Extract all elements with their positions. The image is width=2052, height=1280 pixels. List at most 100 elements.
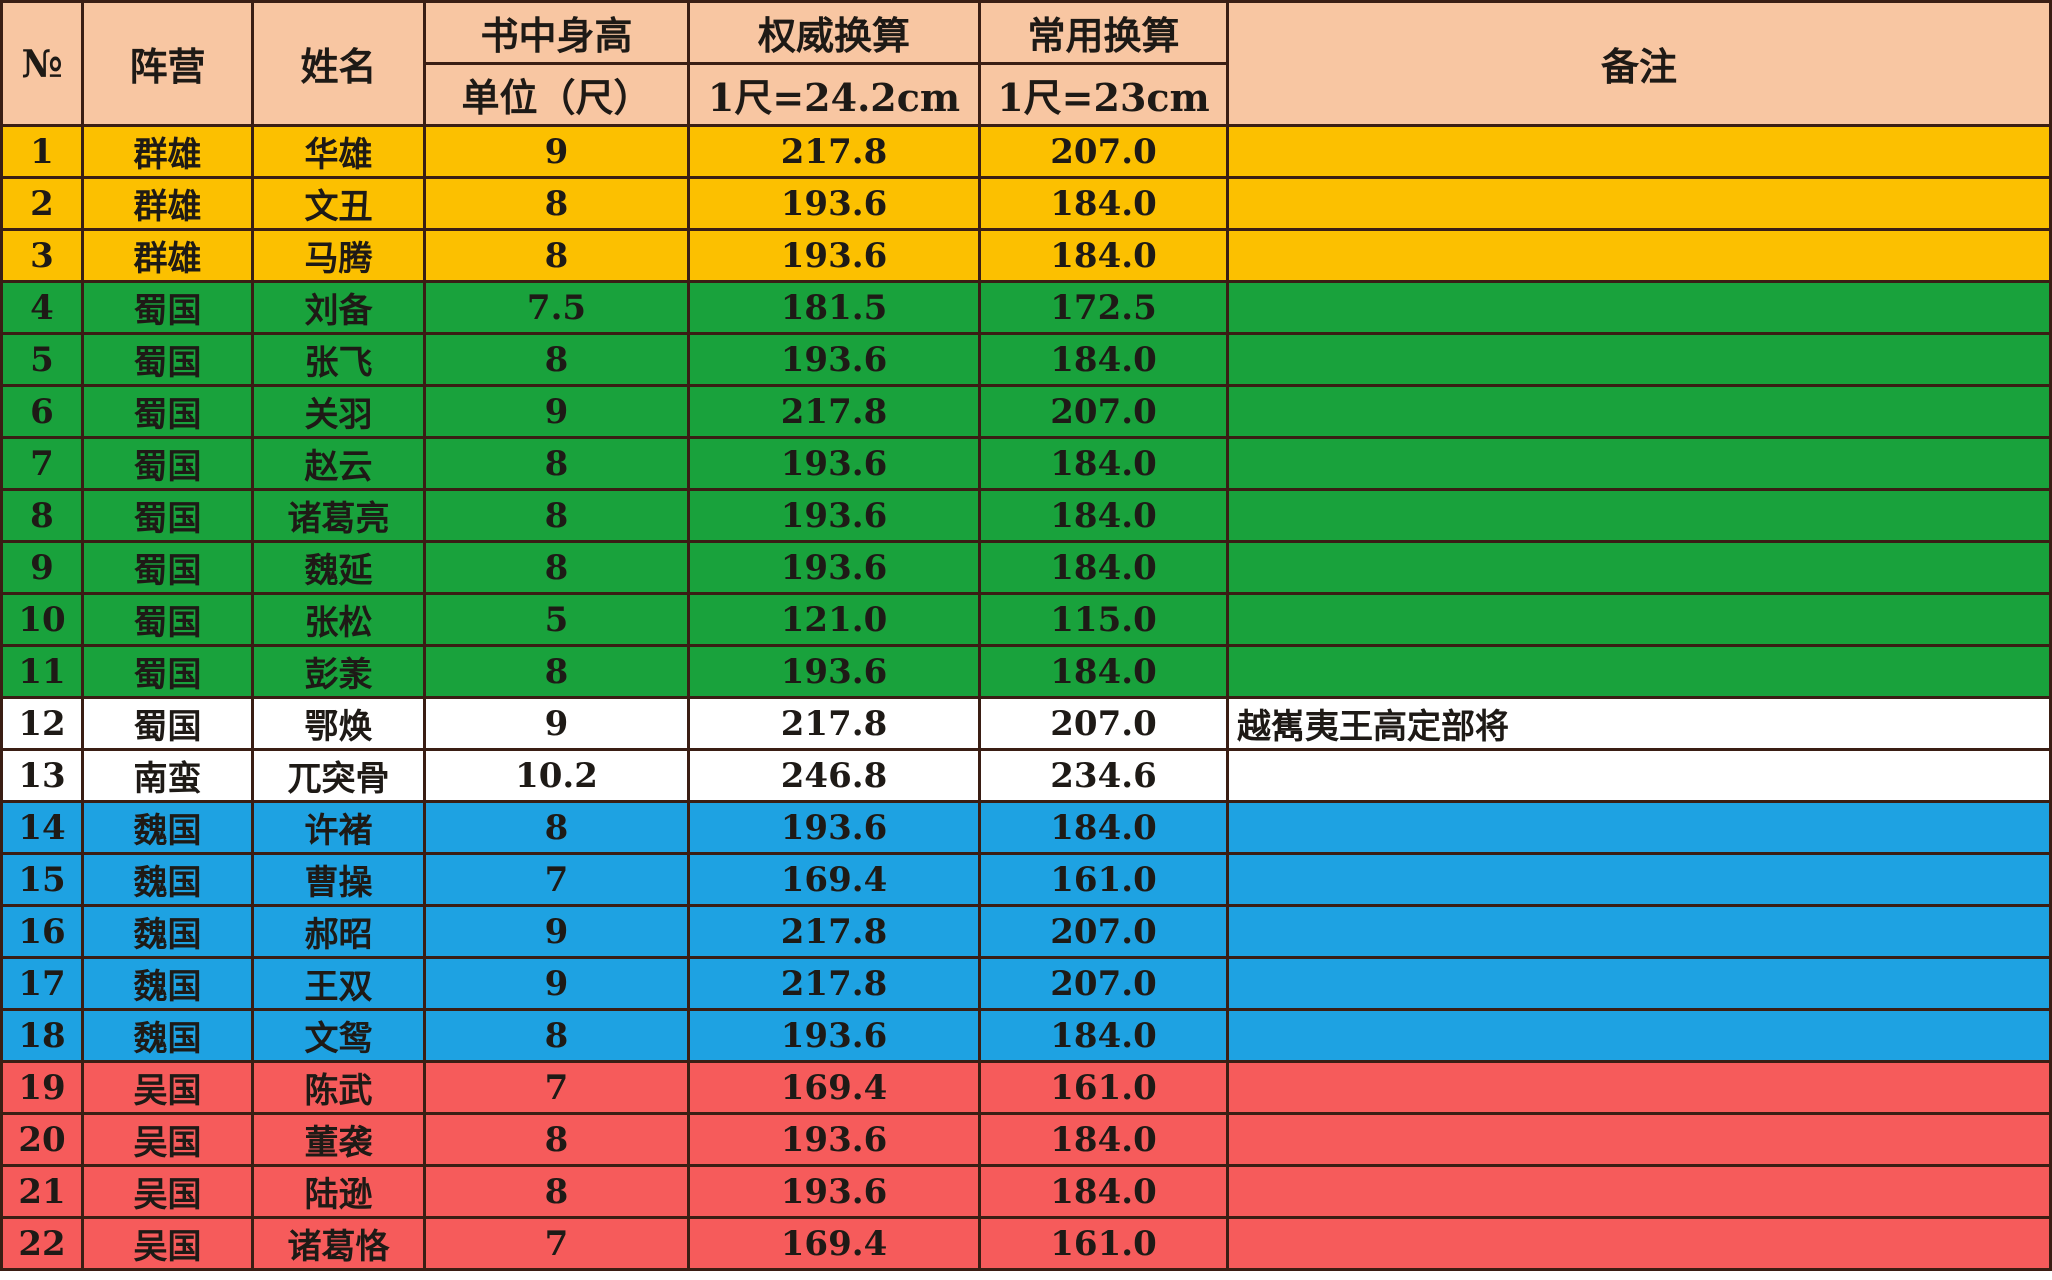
cell-chi: 7 bbox=[423, 852, 690, 907]
cell-no: 21 bbox=[0, 1164, 84, 1219]
cell-chi: 8 bbox=[423, 176, 690, 231]
cell-note bbox=[1226, 1060, 2052, 1115]
cell-chi: 8 bbox=[423, 540, 690, 595]
cell-chi: 7 bbox=[423, 1060, 690, 1115]
cell-note bbox=[1226, 956, 2052, 1011]
cell-no: 16 bbox=[0, 904, 84, 959]
cell-note bbox=[1226, 176, 2052, 231]
cell-camp: 南蛮 bbox=[81, 748, 254, 803]
cell-chi: 9 bbox=[423, 696, 690, 751]
cell-no: 12 bbox=[0, 696, 84, 751]
cell-camp: 吴国 bbox=[81, 1216, 254, 1271]
table-row: 15 魏国 曹操 7 169.4 161.0 bbox=[0, 852, 2052, 907]
header-camp: 阵营 bbox=[81, 0, 254, 127]
cell-name: 鄂焕 bbox=[251, 696, 426, 751]
table-row: 5 蜀国 张飞 8 193.6 184.0 bbox=[0, 332, 2052, 387]
cell-chi: 8 bbox=[423, 644, 690, 699]
header-note: 备注 bbox=[1226, 0, 2052, 127]
cell-common: 184.0 bbox=[978, 540, 1229, 595]
cell-auth: 193.6 bbox=[687, 540, 981, 595]
cell-auth: 169.4 bbox=[687, 1216, 981, 1271]
header-auth-unit: 1尺=24.2cm bbox=[687, 62, 981, 127]
table-row: 16 魏国 郝昭 9 217.8 207.0 bbox=[0, 904, 2052, 959]
cell-no: 9 bbox=[0, 540, 84, 595]
cell-auth: 181.5 bbox=[687, 280, 981, 335]
cell-camp: 蜀国 bbox=[81, 696, 254, 751]
cell-camp: 蜀国 bbox=[81, 436, 254, 491]
cell-common: 184.0 bbox=[978, 800, 1229, 855]
table-row: 13 南蛮 兀突骨 10.2 246.8 234.6 bbox=[0, 748, 2052, 803]
table-row: 20 吴国 董袭 8 193.6 184.0 bbox=[0, 1112, 2052, 1167]
cell-auth: 217.8 bbox=[687, 956, 981, 1011]
cell-auth: 217.8 bbox=[687, 384, 981, 439]
cell-chi: 7 bbox=[423, 1216, 690, 1271]
cell-name: 诸葛恪 bbox=[251, 1216, 426, 1271]
cell-no: 2 bbox=[0, 176, 84, 231]
cell-chi: 8 bbox=[423, 488, 690, 543]
cell-auth: 169.4 bbox=[687, 1060, 981, 1115]
header-common: 常用换算 bbox=[978, 0, 1229, 65]
cell-note bbox=[1226, 280, 2052, 335]
cell-no: 1 bbox=[0, 124, 84, 179]
table-row: 18 魏国 文鸳 8 193.6 184.0 bbox=[0, 1008, 2052, 1063]
cell-name: 张松 bbox=[251, 592, 426, 647]
cell-no: 6 bbox=[0, 384, 84, 439]
cell-auth: 193.6 bbox=[687, 228, 981, 283]
table-row: 2 群雄 文丑 8 193.6 184.0 bbox=[0, 176, 2052, 231]
header-height-book: 书中身高 bbox=[423, 0, 690, 65]
cell-no: 4 bbox=[0, 280, 84, 335]
cell-name: 郝昭 bbox=[251, 904, 426, 959]
cell-camp: 蜀国 bbox=[81, 592, 254, 647]
table-row: 12 蜀国 鄂焕 9 217.8 207.0 越嶲夷王高定部将 bbox=[0, 696, 2052, 751]
cell-camp: 魏国 bbox=[81, 904, 254, 959]
cell-name: 曹操 bbox=[251, 852, 426, 907]
cell-name: 文丑 bbox=[251, 176, 426, 231]
cell-common: 234.6 bbox=[978, 748, 1229, 803]
cell-note: 越嶲夷王高定部将 bbox=[1226, 696, 2052, 751]
header-common-unit: 1尺=23cm bbox=[978, 62, 1229, 127]
cell-auth: 193.6 bbox=[687, 1008, 981, 1063]
table-row: 3 群雄 马腾 8 193.6 184.0 bbox=[0, 228, 2052, 283]
cell-camp: 蜀国 bbox=[81, 384, 254, 439]
cell-note bbox=[1226, 436, 2052, 491]
cell-chi: 8 bbox=[423, 1164, 690, 1219]
cell-no: 8 bbox=[0, 488, 84, 543]
cell-common: 184.0 bbox=[978, 1164, 1229, 1219]
cell-auth: 193.6 bbox=[687, 488, 981, 543]
cell-common: 184.0 bbox=[978, 488, 1229, 543]
cell-camp: 群雄 bbox=[81, 228, 254, 283]
table-row: 21 吴国 陆逊 8 193.6 184.0 bbox=[0, 1164, 2052, 1219]
cell-camp: 蜀国 bbox=[81, 332, 254, 387]
cell-camp: 吴国 bbox=[81, 1112, 254, 1167]
cell-note bbox=[1226, 384, 2052, 439]
table-row: 11 蜀国 彭羕 8 193.6 184.0 bbox=[0, 644, 2052, 699]
cell-no: 18 bbox=[0, 1008, 84, 1063]
cell-name: 陈武 bbox=[251, 1060, 426, 1115]
cell-auth: 193.6 bbox=[687, 644, 981, 699]
cell-note bbox=[1226, 540, 2052, 595]
cell-note bbox=[1226, 1164, 2052, 1219]
cell-chi: 8 bbox=[423, 800, 690, 855]
cell-camp: 吴国 bbox=[81, 1060, 254, 1115]
cell-note bbox=[1226, 644, 2052, 699]
cell-chi: 8 bbox=[423, 332, 690, 387]
cell-no: 10 bbox=[0, 592, 84, 647]
cell-name: 王双 bbox=[251, 956, 426, 1011]
cell-no: 17 bbox=[0, 956, 84, 1011]
cell-note bbox=[1226, 332, 2052, 387]
cell-name: 关羽 bbox=[251, 384, 426, 439]
cell-camp: 群雄 bbox=[81, 124, 254, 179]
cell-chi: 7.5 bbox=[423, 280, 690, 335]
cell-note bbox=[1226, 124, 2052, 179]
cell-camp: 群雄 bbox=[81, 176, 254, 231]
cell-name: 文鸳 bbox=[251, 1008, 426, 1063]
cell-common: 115.0 bbox=[978, 592, 1229, 647]
cell-common: 161.0 bbox=[978, 852, 1229, 907]
cell-auth: 169.4 bbox=[687, 852, 981, 907]
cell-auth: 217.8 bbox=[687, 124, 981, 179]
cell-auth: 193.6 bbox=[687, 176, 981, 231]
cell-note bbox=[1226, 1008, 2052, 1063]
cell-camp: 魏国 bbox=[81, 1008, 254, 1063]
cell-no: 11 bbox=[0, 644, 84, 699]
